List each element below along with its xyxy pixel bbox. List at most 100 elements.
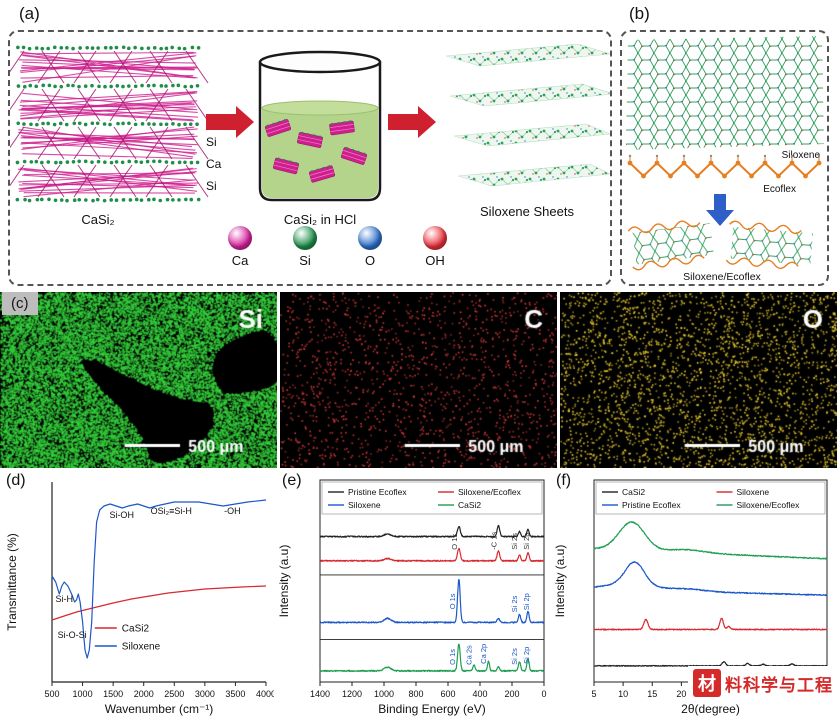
svg-text:CaSi2: CaSi2 <box>458 500 481 510</box>
eds-map-c <box>280 292 557 468</box>
svg-text:Binding Energy (eV): Binding Energy (eV) <box>378 702 485 716</box>
svg-text:Siloxene: Siloxene <box>122 642 161 653</box>
svg-text:2500: 2500 <box>164 689 184 699</box>
svg-text:Intensity (a.u): Intensity (a.u) <box>553 545 567 618</box>
layer-label-ca: Ca <box>206 157 222 171</box>
ftir-chart: 500 1000 1500 2000 2500 3000 3500 4000 Wavenumbe… <box>2 470 274 728</box>
svg-text:0: 0 <box>541 689 546 699</box>
panel-a-drawing: Si Ca Si CaSi₂ CaSi₂ in HCl <box>10 43 610 227</box>
svg-text:Si 2p: Si 2p <box>522 593 531 610</box>
svg-text:15: 15 <box>647 689 657 699</box>
svg-text:5: 5 <box>591 689 596 699</box>
sheets-label: Siloxene Sheets <box>480 204 574 219</box>
svg-text:Pristine Ecoflex: Pristine Ecoflex <box>348 487 407 497</box>
svg-text:-C 1s: -C 1s <box>489 532 498 550</box>
atom-icon-ca <box>228 226 252 250</box>
xps-chart: 1400 1200 1000 800 600 400 200 0 Binding Energy … <box>276 470 552 728</box>
ecoflex-chain <box>627 154 822 179</box>
ecoflex-label: Ecoflex <box>763 184 796 195</box>
panel-c-label: (c) <box>2 292 38 315</box>
svg-text:600: 600 <box>440 689 455 699</box>
atom-icon-si <box>293 226 317 250</box>
layer-label-si-top: Si <box>206 135 217 149</box>
svg-text:O 1s: O 1s <box>448 593 457 609</box>
layer-label-si-bottom: Si <box>206 179 217 193</box>
svg-text:Si-H: Si-H <box>55 594 73 604</box>
svg-text:Si 2p: Si 2p <box>522 533 531 550</box>
casi2-label: CaSi₂ <box>81 212 114 227</box>
svg-text:Si-O-Si: Si-O-Si <box>58 630 87 640</box>
svg-text:OSi₂≡Si-H: OSi₂≡Si-H <box>151 506 192 516</box>
legend-label: O <box>364 253 376 268</box>
arrow-right-icon <box>206 106 254 138</box>
siloxene-label: Siloxene <box>782 150 821 161</box>
casi2-flakes <box>264 118 368 183</box>
svg-text:1400: 1400 <box>310 689 330 699</box>
watermark-logo: 材 <box>693 669 721 697</box>
composite-label: Siloxene/Ecoflex <box>683 271 761 283</box>
svg-text:O 1s: O 1s <box>450 534 459 550</box>
svg-text:1500: 1500 <box>103 689 123 699</box>
svg-text:3500: 3500 <box>225 689 245 699</box>
legend-label: Ca <box>231 253 249 268</box>
svg-text:CaSi2: CaSi2 <box>622 487 645 497</box>
svg-text:2000: 2000 <box>134 689 154 699</box>
arrow-down-icon <box>706 194 734 226</box>
panel-a-label: (a) <box>16 4 43 24</box>
eds-map-o <box>560 292 837 468</box>
beaker <box>258 50 382 202</box>
watermark: 材 料科学与工程 <box>688 666 837 700</box>
svg-text:Ca 2p: Ca 2p <box>479 644 488 664</box>
svg-text:20: 20 <box>676 689 686 699</box>
legend-label: OH <box>425 253 445 268</box>
svg-text:Si-OH: Si-OH <box>109 510 134 520</box>
panel-b-schematic: Siloxene Ecoflex Siloxene/Ecoflex <box>620 30 829 286</box>
svg-text:Intensity (a.u): Intensity (a.u) <box>277 545 291 618</box>
legend-label: Si <box>299 253 311 268</box>
svg-text:Si 2s: Si 2s <box>510 595 519 612</box>
svg-text:1000: 1000 <box>73 689 93 699</box>
panel-d-label: (d) <box>6 472 26 489</box>
composite-patches <box>627 220 814 271</box>
atom-legend: Ca Si O OH <box>214 226 461 268</box>
svg-text:Si 2s: Si 2s <box>510 648 519 665</box>
svg-text:2θ(degree): 2θ(degree) <box>681 702 740 716</box>
beaker-label: CaSi₂ in HCl <box>284 212 356 227</box>
atom-icon-oh <box>423 226 447 250</box>
svg-text:800: 800 <box>408 689 423 699</box>
svg-text:10: 10 <box>618 689 628 699</box>
svg-text:3000: 3000 <box>195 689 215 699</box>
svg-text:Si 2p: Si 2p <box>522 647 531 664</box>
svg-text:500: 500 <box>44 689 59 699</box>
arrow-right-icon <box>388 106 436 138</box>
legend-item-o: O <box>344 226 396 268</box>
svg-text:Wavenumber (cm⁻¹): Wavenumber (cm⁻¹) <box>105 702 214 716</box>
svg-text:Siloxene/Ecoflex: Siloxene/Ecoflex <box>458 487 522 497</box>
svg-text:Transmittance (%): Transmittance (%) <box>5 533 19 631</box>
svg-text:200: 200 <box>504 689 519 699</box>
svg-text:400: 400 <box>472 689 487 699</box>
svg-text:Ca 2s: Ca 2s <box>465 645 474 665</box>
atom-icon-o <box>358 226 382 250</box>
svg-text:-OH: -OH <box>224 506 241 516</box>
panel-e-label: (e) <box>282 472 302 489</box>
legend-item-ca: Ca <box>214 226 266 268</box>
svg-text:Siloxene: Siloxene <box>737 487 770 497</box>
watermark-text: 料科学与工程 <box>725 675 833 695</box>
panel-b-label: (b) <box>626 4 653 24</box>
eds-map-si <box>0 292 277 468</box>
svg-text:Pristine Ecoflex: Pristine Ecoflex <box>622 500 681 510</box>
siloxene-sheets <box>445 43 610 187</box>
svg-text:4000: 4000 <box>256 689 274 699</box>
svg-text:Siloxene: Siloxene <box>348 500 381 510</box>
panel-f-label: (f) <box>556 472 572 489</box>
svg-text:O 1s: O 1s <box>448 649 457 665</box>
siloxene-lattice <box>626 36 824 150</box>
legend-item-si: Si <box>279 226 331 268</box>
legend-item-oh: OH <box>409 226 461 268</box>
svg-text:1000: 1000 <box>374 689 394 699</box>
svg-text:1200: 1200 <box>342 689 362 699</box>
svg-text:CaSi2: CaSi2 <box>122 624 150 635</box>
svg-text:Siloxene/Ecoflex: Siloxene/Ecoflex <box>737 500 801 510</box>
